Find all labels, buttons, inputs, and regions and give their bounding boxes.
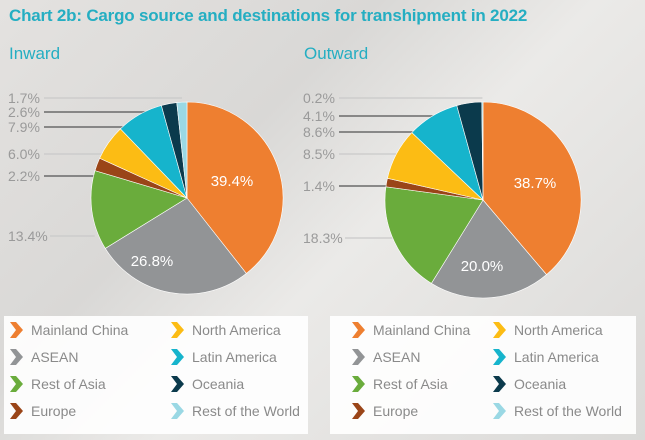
pie-slice-rest-of-asia [384,186,484,284]
slice-label: 6.0% [8,146,40,162]
slice-label: 38.7% [514,175,557,192]
inward-title: Inward [9,44,61,63]
chevron-icon [493,322,506,338]
chevron-icon [171,376,184,392]
legend-label: Rest of Asia [31,376,106,392]
pie-outward: 38.7% 20.0% 18.3% 1.4% 8.5% 8.6%4.1% 0.2% [303,90,582,299]
pie-slice-mainland-china [186,101,284,274]
legend-item-latin-america: Latin America [171,349,277,365]
chevron-icon [10,376,23,392]
legend-label: Latin America [514,349,599,365]
chevron-icon [493,376,506,392]
legend-label: Europe [31,403,77,419]
chevron-icon [171,322,184,338]
legend-outward: Mainland China ASEAN Rest of Asia Europe Nor… [330,316,636,434]
legend-label: Rest of Asia [373,376,448,392]
legend-item-mainland-china: Mainland China [352,322,470,338]
pie-slice-mainland-china [482,101,582,276]
legend-item-europe: Europe [10,403,76,419]
legend-item-rest-of-asia: Rest of Asia [10,376,106,392]
slice-label: 1.7% [8,90,40,106]
chevron-icon [352,349,365,365]
slice-label: 2.2% [8,168,40,184]
chevron-icon [352,403,365,419]
pie-inward: 39.4% 26.8% 13.4% 2.2% 6.0% 7.9%2.6%1.7% [8,90,284,295]
legend-item-latin-america: Latin America [493,349,599,365]
legend-item-asean: ASEAN [352,349,420,365]
legend-label: Rest of the World [192,403,300,419]
legend-label: North America [514,322,603,338]
chevron-icon [352,376,365,392]
chevron-icon [10,349,23,365]
chevron-icon [493,403,506,419]
legend-label: Latin America [192,349,277,365]
slice-label: 20.0% [461,258,504,275]
pie-slice-asean [431,199,547,299]
slice-label: 2.6% [8,104,40,120]
slice-label: 18.3% [303,230,343,246]
slice-label: 8.5% [303,146,335,162]
chart-title: Chart 2b: Cargo source and destinations … [9,6,528,25]
slice-label: 0.2% [303,90,335,106]
legend-item-mainland-china: Mainland China [10,322,128,338]
chevron-icon [171,349,184,365]
legend-label: Oceania [192,376,245,392]
outward-title: Outward [304,44,369,63]
legend-label: Mainland China [373,322,471,338]
slice-label: 13.4% [8,228,48,244]
chevron-icon [171,403,184,419]
legend-item-asean: ASEAN [10,349,78,365]
legend-label: Mainland China [31,322,129,338]
legend-item-rest-of-the-world: Rest of the World [493,403,622,419]
pie-slice-rest-of-the-world [176,101,188,199]
pie-slice-asean [104,197,247,295]
legend-label: Europe [373,403,419,419]
legend-item-north-america: North America [171,322,281,338]
legend-label: North America [192,322,281,338]
slice-label: 8.6% [303,124,335,140]
slice-label: 4.1% [303,108,335,124]
legend-label: Rest of the World [514,403,622,419]
legend-item-north-america: North America [493,322,603,338]
chevron-icon [352,322,365,338]
legend-item-oceania: Oceania [171,376,244,392]
legend-item-europe: Europe [352,403,418,419]
legend-inward: Mainland China ASEAN Rest of Asia Europe Nor… [4,316,308,434]
legend-item-rest-of-the-world: Rest of the World [171,403,300,419]
legend-item-rest-of-asia: Rest of Asia [352,376,448,392]
legend-label: ASEAN [31,349,79,365]
chevron-icon [10,403,23,419]
legend-label: ASEAN [373,349,421,365]
slice-label: 26.8% [131,253,174,270]
legend-item-oceania: Oceania [493,376,566,392]
slice-label: 1.4% [303,178,335,194]
slice-label: 7.9% [8,119,40,135]
slice-label: 39.4% [211,173,254,190]
chevron-icon [493,349,506,365]
pie-slice-rest-of-asia [90,170,188,249]
legend-label: Oceania [514,376,567,392]
chevron-icon [10,322,23,338]
pie-slice-rest-of-the-world [481,101,484,201]
